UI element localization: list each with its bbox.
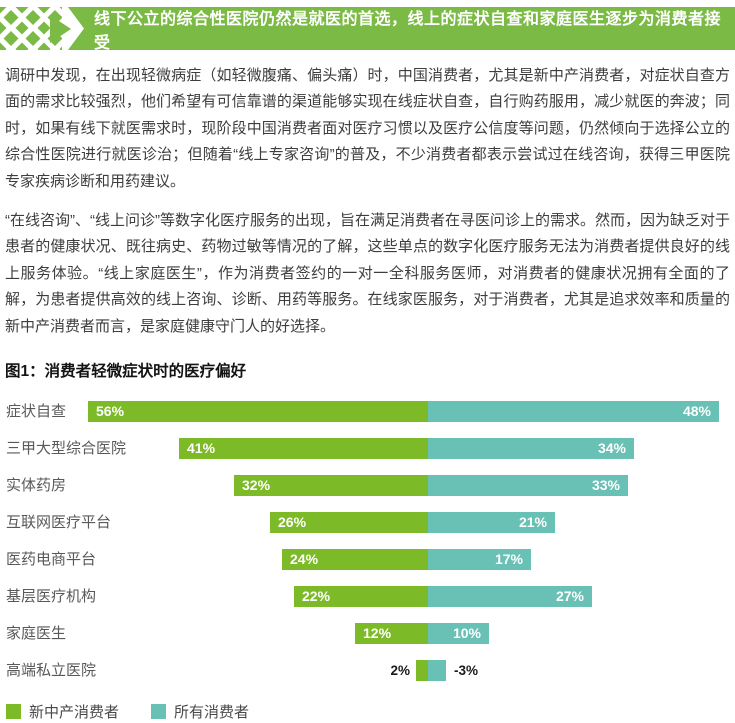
category-label: 医药电商平台 xyxy=(6,551,97,569)
value-label: 34% xyxy=(597,440,626,457)
value-label: 22% xyxy=(302,588,331,605)
chart-rows: 症状自查 56% 48% 三甲大型综合医院 41% 34% 实体药房 32% 33% 互联网医疗平… xyxy=(0,393,735,689)
bar-new-middle-class xyxy=(416,660,428,682)
bar-new-middle-class: 32% xyxy=(234,475,428,497)
bar-new-middle-class: 24% xyxy=(282,549,428,571)
category-label: 基层医疗机构 xyxy=(6,588,97,606)
legend-item-all-consumers: 所有消费者 xyxy=(151,701,249,722)
value-label: 27% xyxy=(555,588,584,605)
category-label: 实体药房 xyxy=(6,477,67,495)
value-label: 56% xyxy=(96,403,125,420)
value-label: 33% xyxy=(591,477,620,494)
banner-title: 线下公立的综合性医院仍然是就医的首选，线上的症状自查和家庭医生逐步为消费者接受 xyxy=(68,7,735,50)
legend-item-new-middle-class: 新中产消费者 xyxy=(6,701,119,722)
banner-arrow-icon xyxy=(50,14,71,43)
bar-all-consumers xyxy=(428,660,446,682)
body-text: 调研中发现，在出现轻微病症（如轻微腹痛、偏头痛）时，中国消费者，尤其是新中产消费… xyxy=(0,63,735,340)
value-label: 21% xyxy=(518,514,547,531)
legend-label: 所有消费者 xyxy=(174,704,250,722)
bar-all-consumers: 33% xyxy=(428,475,628,497)
legend-label: 新中产消费者 xyxy=(29,704,120,722)
bar-all-consumers: 48% xyxy=(428,401,719,423)
bar-new-middle-class: 56% xyxy=(88,401,428,423)
chart-title: 图1：消费者轻微症状时的医疗偏好 xyxy=(5,363,247,381)
value-label: 10% xyxy=(452,625,481,642)
chart-row: 症状自查 56% 48% xyxy=(0,393,735,430)
value-label: 12% xyxy=(363,625,392,642)
category-label: 三甲大型综合医院 xyxy=(6,440,127,458)
category-label: 症状自查 xyxy=(6,403,67,421)
chart-row: 医药电商平台 24% 17% xyxy=(0,541,735,578)
value-label: 41% xyxy=(187,440,216,457)
legend-swatch-teal-icon xyxy=(151,704,167,720)
bar-new-middle-class: 41% xyxy=(179,438,428,460)
chart-legend: 新中产消费者 所有消费者 xyxy=(6,701,735,722)
paragraph-2: “在线咨询”、“线上问诊”等数字化医疗服务的出现，旨在满足消费者在寻医问诊上的需… xyxy=(5,212,730,335)
category-label: 家庭医生 xyxy=(6,625,67,643)
bar-all-consumers: 10% xyxy=(428,623,489,645)
category-label: 高端私立医院 xyxy=(6,662,97,680)
value-label: -3% xyxy=(454,663,479,679)
chart-row: 基层医疗机构 22% 27% xyxy=(0,578,735,615)
chart-row: 实体药房 32% 33% xyxy=(0,467,735,504)
value-label: 17% xyxy=(494,551,523,568)
chart-row: 高端私立医院 2% -3% xyxy=(0,652,735,689)
chart-row: 家庭医生 12% 10% xyxy=(0,615,735,652)
value-label: 32% xyxy=(242,477,271,494)
chart-row: 互联网医疗平台 26% 21% xyxy=(0,504,735,541)
bar-new-middle-class: 26% xyxy=(270,512,428,534)
bar-all-consumers: 17% xyxy=(428,549,531,571)
bar-new-middle-class: 22% xyxy=(294,586,428,608)
value-label: 2% xyxy=(390,663,410,679)
bar-all-consumers: 27% xyxy=(428,586,592,608)
bar-all-consumers: 34% xyxy=(428,438,634,460)
legend-swatch-green-icon xyxy=(6,704,21,720)
bar-all-consumers: 21% xyxy=(428,512,555,534)
chart-row: 三甲大型综合医院 41% 34% xyxy=(0,430,735,467)
header-banner: 线下公立的综合性医院仍然是就医的首选，线上的症状自查和家庭医生逐步为消费者接受 xyxy=(0,7,735,50)
value-label: 24% xyxy=(290,551,319,568)
value-label: 26% xyxy=(278,514,307,531)
paragraph-1: 调研中发现，在出现轻微病症（如轻微腹痛、偏头痛）时，中国消费者，尤其是新中产消费… xyxy=(5,67,730,190)
bar-new-middle-class: 12% xyxy=(355,623,428,645)
value-label: 48% xyxy=(682,403,711,420)
category-label: 互联网医疗平台 xyxy=(6,514,112,532)
